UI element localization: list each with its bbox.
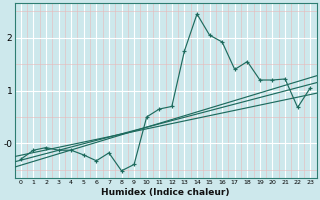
X-axis label: Humidex (Indice chaleur): Humidex (Indice chaleur) (101, 188, 230, 197)
